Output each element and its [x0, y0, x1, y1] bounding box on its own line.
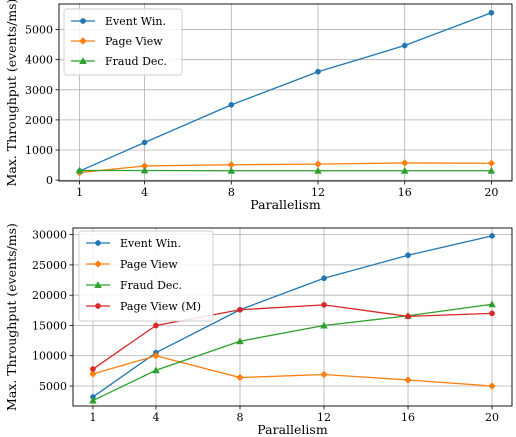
data-point — [487, 166, 496, 174]
data-point — [89, 370, 97, 378]
data-point — [321, 302, 327, 308]
data-point — [314, 160, 322, 168]
y-tick-label: 10000 — [32, 350, 67, 363]
series-line — [92, 355, 493, 387]
data-point — [320, 370, 328, 379]
series-line — [92, 303, 493, 402]
x-tick-label: 1 — [89, 411, 96, 424]
y-tick-label: 4000 — [25, 54, 53, 67]
x-tick-label: 4 — [152, 411, 159, 424]
legend-swatch-marker — [95, 240, 101, 246]
y-tick-label: 2000 — [25, 114, 53, 127]
legend: Event Win. Page View Fraud Dec. Page View (… — [78, 230, 214, 322]
data-point — [152, 366, 160, 374]
x-axis-label: Parallelism — [257, 422, 328, 437]
data-point — [488, 9, 495, 16]
series-3 — [75, 166, 496, 174]
data-point — [489, 233, 495, 239]
data-point — [90, 366, 96, 372]
data-point — [400, 159, 409, 167]
series-line — [92, 235, 493, 398]
legend-frame — [78, 230, 214, 322]
series-line — [79, 12, 492, 172]
y-tick-label: 1000 — [25, 144, 53, 157]
y-tick-label: 25000 — [32, 259, 67, 272]
data-point — [141, 139, 148, 146]
x-tick-label: 20 — [484, 186, 498, 199]
legend-swatch-marker — [79, 57, 87, 64]
data-point — [152, 351, 160, 360]
x-tick-label: 4 — [141, 186, 148, 199]
legend-label: Page View (M) — [120, 300, 201, 313]
legend-label: Page View — [120, 258, 178, 271]
data-point — [89, 396, 97, 404]
y-tick-label: 5000 — [39, 380, 67, 393]
data-point — [405, 252, 411, 259]
chart-1: 1 4 8 12 16 20 0 1000 2000 3000 4000 5000 Parallelis… — [4, 0, 513, 212]
plot-frame — [72, 227, 513, 407]
x-axis-label: Parallelism — [250, 197, 321, 212]
y-tick-label: 30000 — [32, 229, 67, 242]
legend-label: Fraud Dec. — [120, 279, 182, 292]
legend-label: Page View — [105, 35, 163, 48]
series-line — [79, 162, 492, 174]
x-tick-label: 1 — [76, 186, 83, 199]
y-axis-label: Max. Throughput (events/ms) — [4, 0, 19, 186]
data-point — [227, 166, 236, 174]
legend-swatch-marker — [79, 37, 87, 45]
legend-swatch-marker — [94, 281, 102, 288]
series-line — [92, 304, 493, 370]
data-point — [487, 159, 496, 167]
data-point — [236, 373, 244, 382]
data-point — [228, 101, 235, 108]
data-point — [488, 300, 496, 308]
data-point — [404, 376, 412, 384]
data-point — [237, 306, 243, 313]
data-point — [488, 382, 496, 390]
legend-label: Event Win. — [105, 15, 166, 28]
legend: Event Win. Page View Fraud Dec. — [63, 8, 183, 76]
data-point — [236, 337, 244, 345]
series-4 — [90, 302, 495, 372]
data-point — [401, 42, 408, 49]
x-tick-label: 12 — [311, 186, 325, 199]
data-point — [75, 166, 84, 174]
legend-label: Event Win. — [120, 237, 181, 250]
x-tick-label: 12 — [317, 411, 331, 424]
y-tick-label: 20000 — [32, 289, 67, 302]
series-2 — [89, 351, 496, 390]
data-point — [321, 275, 327, 282]
legend-frame — [63, 8, 183, 76]
chart-2: 1 4 8 12 16 20 5000 10000 15000 20000 25000 30000 Pa… — [4, 223, 513, 437]
y-tick-label: 5000 — [25, 24, 53, 37]
x-tick-label: 16 — [401, 411, 415, 424]
data-point — [400, 166, 409, 174]
data-point — [489, 310, 495, 317]
plot-frame — [58, 3, 513, 182]
y-axis-label: Max. Throughput (events/ms) — [4, 223, 19, 411]
legend-swatch-marker — [94, 260, 102, 268]
x-tick-label: 16 — [398, 186, 412, 199]
y-tick-label: 0 — [46, 174, 53, 187]
data-point — [153, 322, 159, 329]
x-tick-label: 8 — [236, 411, 243, 424]
y-tick-label: 3000 — [25, 84, 53, 97]
data-point — [315, 68, 321, 75]
x-tick-label: 8 — [228, 186, 235, 199]
data-point — [320, 321, 328, 329]
y-tick-label: 15000 — [32, 319, 67, 332]
data-point — [314, 166, 322, 174]
data-point — [405, 313, 411, 320]
legend-label: Fraud Dec. — [105, 55, 167, 68]
series-2 — [75, 159, 496, 177]
data-point — [140, 166, 149, 174]
legend-swatch-marker — [95, 303, 101, 309]
x-tick-label: 20 — [485, 411, 499, 424]
legend-swatch-marker — [80, 18, 86, 24]
